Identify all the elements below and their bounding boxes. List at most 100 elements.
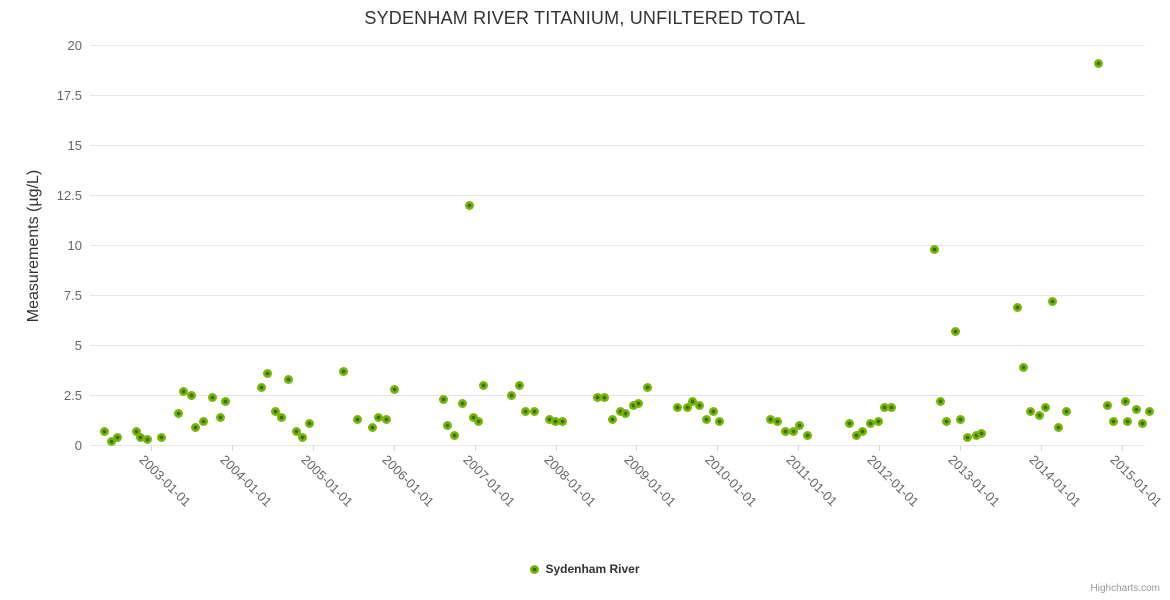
data-point[interactable] — [593, 392, 603, 402]
data-point[interactable] — [628, 400, 638, 410]
data-point[interactable] — [886, 402, 896, 412]
data-point[interactable] — [112, 432, 122, 442]
data-point[interactable] — [780, 426, 790, 436]
data-point[interactable] — [788, 426, 798, 436]
data-point[interactable] — [338, 366, 348, 376]
data-point[interactable] — [935, 396, 945, 406]
data-point[interactable] — [382, 414, 392, 424]
data-point[interactable] — [464, 200, 474, 210]
data-point[interactable] — [1094, 58, 1104, 68]
data-point[interactable] — [1102, 400, 1112, 410]
data-point[interactable] — [207, 392, 217, 402]
data-point[interactable] — [468, 412, 478, 422]
data-point[interactable] — [673, 402, 683, 412]
data-point[interactable] — [305, 418, 315, 428]
data-point[interactable] — [142, 434, 152, 444]
data-point[interactable] — [1122, 416, 1132, 426]
data-point[interactable] — [1108, 416, 1118, 426]
data-point[interactable] — [106, 436, 116, 446]
data-point[interactable] — [851, 430, 861, 440]
data-point[interactable] — [642, 382, 652, 392]
data-point[interactable] — [530, 406, 540, 416]
data-point[interactable] — [844, 418, 854, 428]
data-point[interactable] — [298, 432, 308, 442]
data-point[interactable] — [687, 396, 697, 406]
highcharts-credit[interactable]: Highcharts.com — [1090, 583, 1160, 594]
data-point[interactable] — [715, 416, 725, 426]
data-point[interactable] — [442, 420, 452, 430]
data-point[interactable] — [956, 414, 966, 424]
data-point[interactable] — [963, 432, 973, 442]
data-point[interactable] — [215, 412, 225, 422]
data-point[interactable] — [390, 384, 400, 394]
legend-item-sydenham-river[interactable]: Sydenham River — [545, 562, 640, 576]
data-point[interactable] — [450, 430, 460, 440]
data-point[interactable] — [941, 416, 951, 426]
data-point[interactable] — [1041, 402, 1051, 412]
data-point[interactable] — [557, 416, 567, 426]
data-point[interactable] — [599, 392, 609, 402]
data-point[interactable] — [506, 390, 516, 400]
data-point[interactable] — [277, 412, 287, 422]
data-point[interactable] — [802, 430, 812, 440]
data-point[interactable] — [186, 390, 196, 400]
data-point[interactable] — [1034, 410, 1044, 420]
data-point[interactable] — [682, 402, 692, 412]
data-point[interactable] — [1145, 406, 1155, 416]
data-point[interactable] — [544, 414, 554, 424]
data-point[interactable] — [191, 422, 201, 432]
data-point[interactable] — [270, 406, 280, 416]
data-point[interactable] — [1012, 302, 1022, 312]
data-point[interactable] — [353, 414, 363, 424]
data-point[interactable] — [772, 416, 782, 426]
data-point[interactable] — [479, 380, 489, 390]
data-point[interactable] — [156, 432, 166, 442]
data-point[interactable] — [1131, 404, 1141, 414]
data-point[interactable] — [283, 374, 293, 384]
data-point[interactable] — [551, 416, 561, 426]
data-point[interactable] — [263, 368, 273, 378]
data-point[interactable] — [256, 382, 266, 392]
data-point[interactable] — [458, 398, 468, 408]
data-point[interactable] — [1019, 362, 1029, 372]
data-point[interactable] — [1062, 406, 1072, 416]
data-point[interactable] — [368, 422, 378, 432]
data-point[interactable] — [708, 406, 718, 416]
data-point[interactable] — [135, 432, 145, 442]
data-point[interactable] — [179, 386, 189, 396]
data-point[interactable] — [1048, 296, 1058, 306]
data-point[interactable] — [438, 394, 448, 404]
data-point[interactable] — [971, 430, 981, 440]
data-point[interactable] — [977, 428, 987, 438]
data-point[interactable] — [131, 426, 141, 436]
data-point[interactable] — [873, 416, 883, 426]
data-point[interactable] — [174, 408, 184, 418]
data-point[interactable] — [198, 416, 208, 426]
data-point[interactable] — [607, 414, 617, 424]
data-point[interactable] — [374, 412, 384, 422]
data-point[interactable] — [1025, 406, 1035, 416]
data-point[interactable] — [865, 418, 875, 428]
data-point[interactable] — [1138, 418, 1148, 428]
data-point[interactable] — [880, 402, 890, 412]
data-point[interactable] — [929, 244, 939, 254]
data-point[interactable] — [514, 380, 524, 390]
y-gridline — [90, 45, 1145, 46]
data-point[interactable] — [695, 400, 705, 410]
data-point[interactable] — [474, 416, 484, 426]
data-point[interactable] — [857, 426, 867, 436]
data-point[interactable] — [766, 414, 776, 424]
data-point[interactable] — [615, 406, 625, 416]
data-point[interactable] — [100, 426, 110, 436]
data-point[interactable] — [795, 420, 805, 430]
data-point[interactable] — [950, 326, 960, 336]
data-point[interactable] — [292, 426, 302, 436]
data-point[interactable] — [621, 408, 631, 418]
data-point[interactable] — [702, 414, 712, 424]
data-point[interactable] — [634, 398, 644, 408]
legend-marker-icon[interactable] — [530, 564, 540, 574]
data-point[interactable] — [1121, 396, 1131, 406]
data-point[interactable] — [521, 406, 531, 416]
data-point[interactable] — [1053, 422, 1063, 432]
data-point[interactable] — [221, 396, 231, 406]
